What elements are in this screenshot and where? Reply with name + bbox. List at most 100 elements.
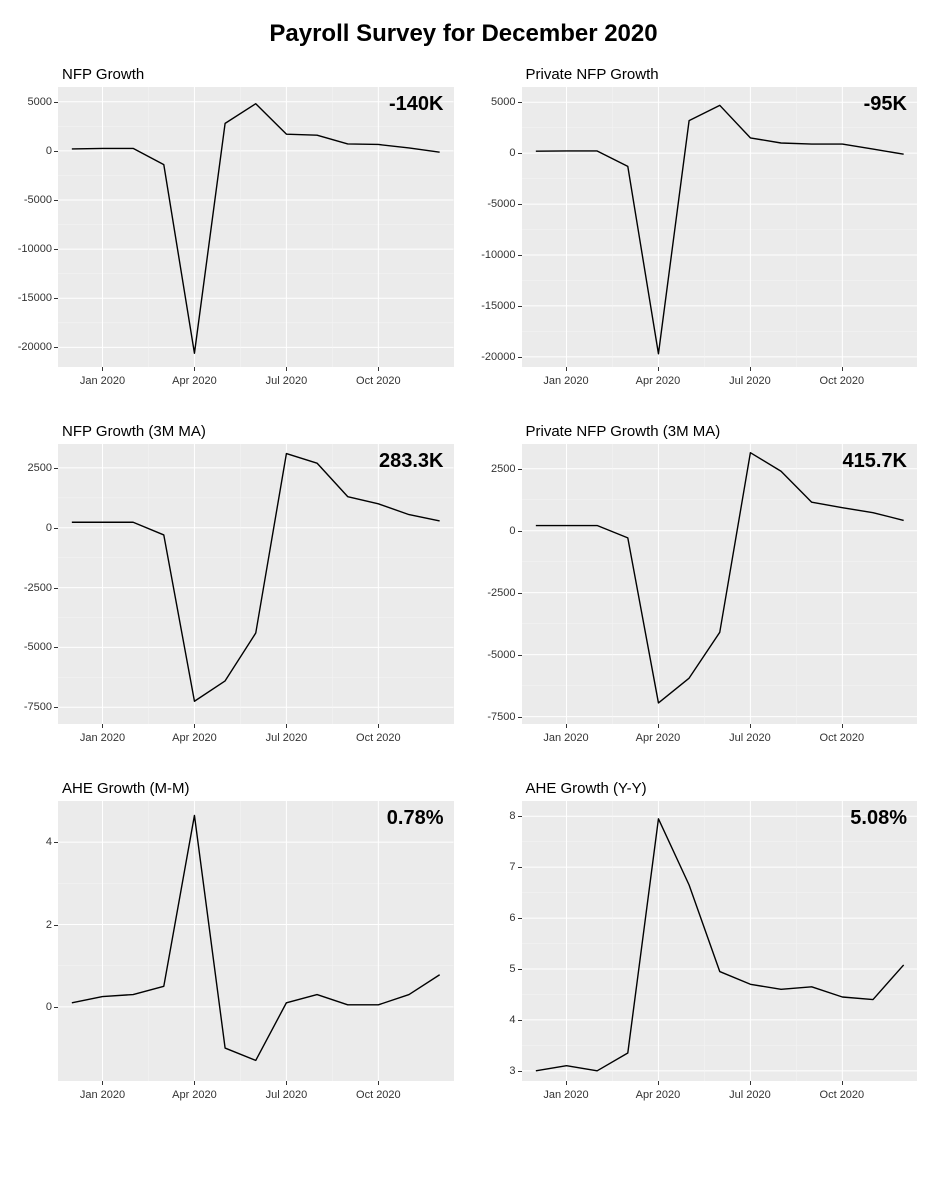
x-tick-label: Jan 2020 xyxy=(543,375,588,387)
y-tick-label: -2500 xyxy=(24,582,52,594)
plot-area: 415.7K xyxy=(522,444,918,724)
y-tick-label: 0 xyxy=(46,522,52,534)
data-line xyxy=(535,453,903,703)
data-line xyxy=(72,454,440,702)
y-tick-label: 8 xyxy=(509,810,515,822)
y-tick-label: 6 xyxy=(509,912,515,924)
x-tick-mark xyxy=(658,1081,659,1085)
y-tick-label: 0 xyxy=(509,525,515,537)
y-tick-label: 5 xyxy=(509,963,515,975)
callout-value: 5.08% xyxy=(850,807,907,830)
plot-svg xyxy=(58,801,454,1081)
x-tick-label: Jan 2020 xyxy=(80,375,125,387)
x-tick-label: Jul 2020 xyxy=(266,732,308,744)
x-tick-mark xyxy=(102,1081,103,1085)
chart-grid: NFP Growth-20000-15000-10000-500005000-1… xyxy=(10,66,917,1109)
plot-area: 283.3K xyxy=(58,444,454,724)
x-tick-mark xyxy=(750,367,751,371)
y-tick-label: -7500 xyxy=(24,701,52,713)
plot-area: -140K xyxy=(58,87,454,367)
plot-svg xyxy=(58,87,454,367)
x-axis: Jan 2020Apr 2020Jul 2020Oct 2020 xyxy=(522,724,918,752)
x-tick-mark xyxy=(566,367,567,371)
y-tick-label: -20000 xyxy=(481,351,515,363)
plot-svg xyxy=(522,87,918,367)
plot-svg xyxy=(58,444,454,724)
x-tick-mark xyxy=(566,724,567,728)
x-tick-label: Oct 2020 xyxy=(820,1089,865,1101)
y-tick-label: 0 xyxy=(46,1001,52,1013)
y-tick-label: -20000 xyxy=(18,341,52,353)
x-axis: Jan 2020Apr 2020Jul 2020Oct 2020 xyxy=(58,724,454,752)
chart-panel-ahe-growth-yy: AHE Growth (Y-Y)3456785.08%Jan 2020Apr 2… xyxy=(474,780,918,1109)
panel-title: Private NFP Growth (3M MA) xyxy=(526,423,918,440)
data-line xyxy=(535,819,903,1071)
x-tick-label: Jan 2020 xyxy=(80,1089,125,1101)
x-tick-label: Apr 2020 xyxy=(636,1089,681,1101)
x-tick-label: Jul 2020 xyxy=(729,375,771,387)
y-tick-label: -5000 xyxy=(487,649,515,661)
x-axis: Jan 2020 Apr 2020 Jul 2020 Oct 2020 xyxy=(522,367,918,395)
x-tick-label: Jan 2020 xyxy=(543,732,588,744)
x-tick-label: Oct 2020 xyxy=(820,732,865,744)
data-line xyxy=(72,104,440,354)
chart-panel-private-nfp-growth-3m: Private NFP Growth (3M MA)-7500-5000-250… xyxy=(474,423,918,752)
page-title: Payroll Survey for December 2020 xyxy=(10,20,917,48)
x-tick-label: Oct 2020 xyxy=(356,1089,401,1101)
y-tick-label: 5000 xyxy=(28,96,52,108)
chart-panel-private-nfp-growth: Private NFP Growth -20000 -15000 -10000 -500… xyxy=(474,66,918,395)
x-tick-label: Apr 2020 xyxy=(172,1089,217,1101)
x-tick-mark xyxy=(378,724,379,728)
callout-value: 283.3K xyxy=(379,450,444,473)
y-tick-label: 0 xyxy=(46,145,52,157)
x-axis: Jan 2020 Apr 2020 Jul 2020 Oct 2020 xyxy=(58,1081,454,1109)
x-tick-mark xyxy=(286,367,287,371)
panel-title: AHE Growth (Y-Y) xyxy=(526,780,918,797)
y-tick-label: 0 xyxy=(509,147,515,159)
callout-value: 0.78% xyxy=(387,807,444,830)
x-tick-mark xyxy=(658,367,659,371)
callout-value: -140K xyxy=(389,93,443,116)
y-tick-label: -5000 xyxy=(24,194,52,206)
panel-title: AHE Growth (M-M) xyxy=(62,780,454,797)
y-tick-label: -15000 xyxy=(481,300,515,312)
y-axis: 0 2 4 xyxy=(10,801,58,1081)
x-tick-mark xyxy=(842,367,843,371)
y-tick-label: -5000 xyxy=(487,198,515,210)
x-tick-label: Jul 2020 xyxy=(266,1089,308,1101)
y-tick-label: -7500 xyxy=(487,711,515,723)
panel-title: NFP Growth xyxy=(62,66,454,83)
x-tick-mark xyxy=(658,724,659,728)
x-tick-label: Apr 2020 xyxy=(172,732,217,744)
x-tick-mark xyxy=(102,367,103,371)
y-tick-label: 4 xyxy=(46,836,52,848)
chart-panel-ahe-growth-mm: AHE Growth (M-M) 0 2 4 0.78% Jan 2020 Apr 2020… xyxy=(10,780,454,1109)
x-tick-mark xyxy=(566,1081,567,1085)
panel-title: NFP Growth (3M MA) xyxy=(62,423,454,440)
y-tick-label: -10000 xyxy=(481,249,515,261)
y-tick-label: 2 xyxy=(46,919,52,931)
x-axis: Jan 2020Apr 2020Jul 2020Oct 2020 xyxy=(522,1081,918,1109)
x-tick-label: Jul 2020 xyxy=(266,375,308,387)
chart-panel-nfp-growth: NFP Growth-20000-15000-10000-500005000-1… xyxy=(10,66,454,395)
chart-panel-nfp-growth-3m: NFP Growth (3M MA)-7500-5000-25000250028… xyxy=(10,423,454,752)
y-tick-label: 7 xyxy=(509,861,515,873)
panel-title: Private NFP Growth xyxy=(526,66,918,83)
y-tick-label: 3 xyxy=(509,1065,515,1077)
plot-svg xyxy=(522,444,918,724)
plot-svg xyxy=(522,801,918,1081)
y-axis: -20000 -15000 -10000 -5000 0 5000 xyxy=(474,87,522,367)
x-tick-mark xyxy=(750,724,751,728)
y-tick-label: 5000 xyxy=(491,96,515,108)
x-tick-mark xyxy=(194,367,195,371)
x-tick-label: Oct 2020 xyxy=(820,375,865,387)
y-tick-label: -5000 xyxy=(24,641,52,653)
plot-area: -95K xyxy=(522,87,918,367)
data-line xyxy=(72,815,440,1060)
x-tick-mark xyxy=(378,367,379,371)
y-axis: -20000-15000-10000-500005000 xyxy=(10,87,58,367)
x-tick-mark xyxy=(102,724,103,728)
x-tick-label: Apr 2020 xyxy=(636,375,681,387)
y-axis: 345678 xyxy=(474,801,522,1081)
plot-area: 0.78% xyxy=(58,801,454,1081)
